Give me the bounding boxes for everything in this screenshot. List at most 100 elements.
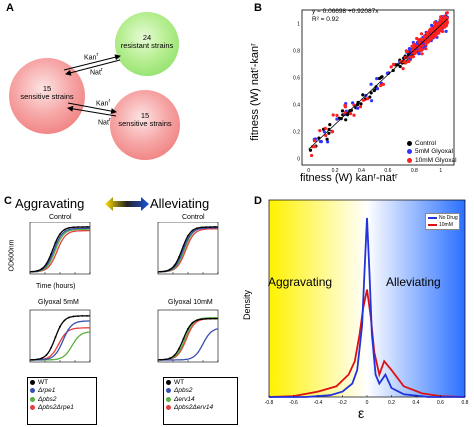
growth-point	[160, 358, 162, 361]
growth-point	[45, 262, 48, 265]
scatter-point	[344, 118, 348, 122]
region-label-aggravating: Aggravating	[268, 275, 333, 289]
sensitive-node-1	[9, 58, 85, 134]
legend-line-icon	[428, 223, 437, 226]
x-tick-label: -0.6	[289, 400, 298, 406]
growth-point	[205, 226, 207, 228]
right-legend-item-pbs2: Δpbs2	[164, 387, 237, 396]
growth-point	[169, 357, 171, 360]
scatter-point	[340, 109, 345, 113]
scatter-chart: 0 0.2 0.4 0.6 0.8 1 0 0.2 0.4 0.6 0.8 1	[293, 9, 455, 174]
scatter-point	[404, 49, 408, 53]
scatter-point	[430, 23, 434, 27]
arrow-resistant-to-sensitive1	[65, 59, 121, 76]
growth-point	[182, 337, 185, 340]
legend-item-10mm: 10mM Glyoxal	[405, 156, 457, 165]
scatter-point	[427, 38, 431, 42]
scatter-point	[398, 64, 402, 69]
scatter-point	[322, 130, 326, 134]
x-tick-label: 1	[439, 168, 442, 174]
left-legend-item-rpe1: Δrpe1	[28, 387, 96, 396]
growth-point	[169, 268, 171, 271]
scatter-point	[430, 36, 434, 40]
growth-point	[77, 226, 79, 228]
growth-point	[178, 347, 180, 350]
scatter-point	[381, 82, 385, 86]
left-top-title: Control	[49, 214, 72, 221]
scatter-point	[318, 129, 322, 133]
scatter-point	[423, 34, 427, 38]
aggravating-heading: Aggravating	[15, 196, 85, 211]
fit-equation: y = 0.06698 +0.92087x	[312, 8, 379, 15]
scatter-point	[352, 113, 356, 117]
time-xlabel: Time (hours)	[36, 283, 76, 290]
legend-dot-icon	[30, 396, 35, 402]
growth-point	[32, 270, 34, 273]
panel-d-label: D	[254, 195, 262, 207]
density-legend-item-10mm: 10mM	[426, 221, 459, 228]
y-tick-label: 0.6	[293, 75, 300, 81]
x-tick-label: 0.2	[388, 400, 395, 406]
x-tick-label: 0.8	[411, 168, 418, 174]
growth-point	[86, 226, 88, 228]
right-top-title: Control	[182, 214, 205, 221]
scatter-point	[391, 62, 396, 66]
growth-point	[191, 321, 194, 324]
growth-point	[191, 229, 194, 232]
scatter-point	[328, 123, 332, 127]
y-tick-label: 0.4	[293, 102, 300, 108]
growth-point	[187, 234, 189, 237]
growth-curve	[30, 320, 90, 361]
density-curve	[269, 217, 465, 398]
scatter-point	[375, 77, 379, 81]
growth-point	[209, 226, 212, 228]
scatter-point	[319, 140, 323, 144]
scatter-point	[312, 139, 316, 143]
density-chart: -0.8 -0.6 -0.4 -0.2 0 0.2 0.4 0.6 0.8	[265, 199, 469, 406]
scatter-point	[323, 126, 328, 130]
edge-label-kan-2: Kanr	[96, 98, 111, 108]
alleviating-heading: Alleviating	[150, 196, 210, 211]
scatter-point	[366, 97, 370, 101]
y-tick-label: 0.8	[293, 48, 300, 54]
scatter-point	[358, 105, 363, 109]
left-legend: WT Δrpe1 Δpbs2 Δpbs2Δrpe1	[27, 377, 97, 425]
scatter-point	[417, 52, 421, 56]
resistant-node	[115, 12, 179, 76]
arrow-sensitive1-to-sensitive2	[67, 102, 117, 115]
scatter-point	[325, 137, 329, 141]
scatter-point	[310, 153, 314, 158]
left-legend-item-wt: WT	[28, 378, 96, 387]
edge-label-kan-1: Kanr	[84, 52, 99, 62]
scatter-point	[331, 113, 335, 117]
growth-point	[32, 358, 34, 361]
fit-r2: R² = 0.92	[312, 16, 339, 23]
growth-point	[173, 264, 176, 267]
scatter-legend: Control 5mM Glyoxal 10mM Glyoxal	[405, 139, 457, 165]
scatter-point	[369, 91, 373, 95]
growth-point	[63, 228, 66, 231]
resistant-node-count: 24	[142, 33, 152, 42]
growth-point	[36, 269, 39, 272]
scatter-point	[443, 16, 448, 20]
density-legend: No Drug 10mM	[425, 213, 460, 230]
growth-point	[59, 325, 61, 328]
scatter-point	[408, 48, 412, 52]
scatter-point	[427, 28, 432, 32]
growth-point	[63, 319, 66, 322]
scatter-point	[370, 99, 374, 103]
sensitive-node-2	[110, 90, 180, 160]
growth-point	[182, 244, 185, 247]
arrow-sensitive1-to-resistant	[63, 54, 121, 71]
scatter-point	[433, 35, 437, 39]
growth-point	[160, 270, 162, 273]
scatter-point	[430, 26, 434, 31]
x-tick-label: 0	[307, 168, 310, 174]
panel-b-label: B	[254, 2, 262, 14]
scatter-point	[349, 112, 353, 116]
growth-curves	[29, 222, 219, 363]
arrow-sensitive2-to-sensitive1	[67, 105, 117, 117]
growth-point	[187, 327, 189, 330]
legend-dot-icon	[30, 388, 35, 394]
edge-label-nat-1: Natr	[90, 67, 103, 77]
